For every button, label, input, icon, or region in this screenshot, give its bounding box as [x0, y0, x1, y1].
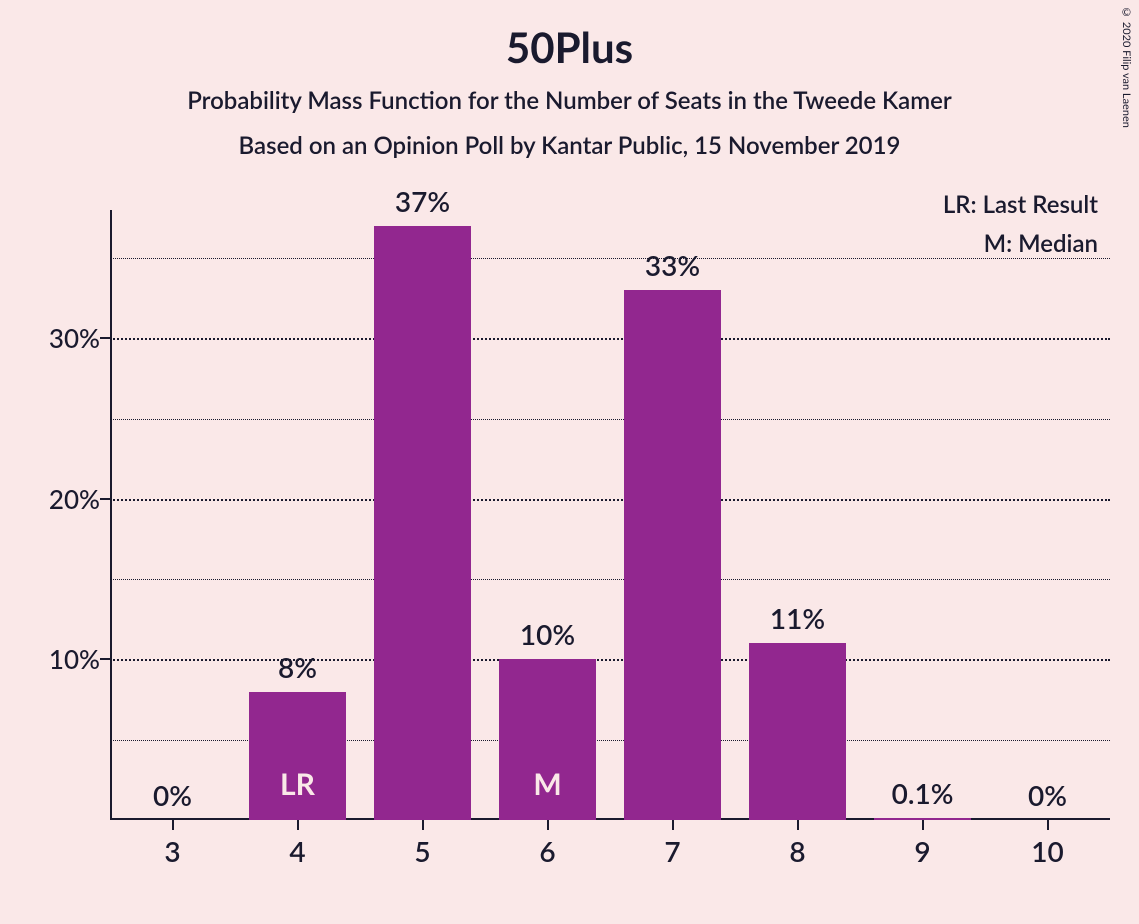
- x-tick-mark: [172, 820, 174, 830]
- x-tick-label: 3: [110, 834, 235, 868]
- chart-legend: LR: Last Result M: Median: [943, 190, 1098, 268]
- bar-value-label: 11%: [735, 601, 860, 635]
- x-tick-mark: [922, 820, 924, 830]
- y-tick-label: 30%: [30, 322, 100, 354]
- gridline-major: [110, 499, 1110, 501]
- x-tick-mark: [547, 820, 549, 830]
- gridline-major: [110, 338, 1110, 340]
- bar: [624, 290, 722, 820]
- bar-value-label: 0%: [110, 778, 235, 812]
- y-tick-label: 20%: [30, 483, 100, 515]
- x-tick-label: 9: [860, 834, 985, 868]
- x-tick-mark: [422, 820, 424, 830]
- x-tick-label: 4: [235, 834, 360, 868]
- x-tick-mark: [672, 820, 674, 830]
- pmf-bar-chart: LR: Last Result M: Median 10%20%30%0%38%…: [110, 210, 1110, 820]
- legend-item-m: M: Median: [943, 229, 1098, 258]
- y-axis: [110, 210, 112, 820]
- x-tick-label: 7: [610, 834, 735, 868]
- chart-subtitle-1: Probability Mass Function for the Number…: [0, 86, 1139, 115]
- x-tick-label: 8: [735, 834, 860, 868]
- y-tick-mark: [100, 337, 110, 339]
- bar-inside-label: LR: [235, 766, 360, 802]
- bar-value-label: 0.1%: [860, 776, 985, 810]
- y-tick-mark: [100, 498, 110, 500]
- bar-value-label: 8%: [235, 650, 360, 684]
- y-tick-mark: [100, 658, 110, 660]
- x-tick-mark: [797, 820, 799, 830]
- bar-value-label: 10%: [485, 617, 610, 651]
- x-tick-label: 6: [485, 834, 610, 868]
- bar: [749, 643, 847, 820]
- y-tick-label: 10%: [30, 643, 100, 675]
- x-tick-label: 5: [360, 834, 485, 868]
- bar-value-label: 37%: [360, 184, 485, 218]
- bar-value-label: 0%: [985, 778, 1110, 812]
- copyright-text: © 2020 Filip van Laenen: [1120, 6, 1133, 128]
- gridline-minor: [110, 579, 1110, 580]
- x-tick-mark: [297, 820, 299, 830]
- chart-subtitle-2: Based on an Opinion Poll by Kantar Publi…: [0, 131, 1139, 160]
- gridline-minor: [110, 419, 1110, 420]
- bar-inside-label: M: [485, 766, 610, 802]
- chart-title: 50Plus: [0, 22, 1139, 72]
- x-tick-label: 10: [985, 834, 1110, 868]
- legend-item-lr: LR: Last Result: [943, 190, 1098, 219]
- bar-value-label: 33%: [610, 248, 735, 282]
- x-tick-mark: [1047, 820, 1049, 830]
- bar: [374, 226, 472, 820]
